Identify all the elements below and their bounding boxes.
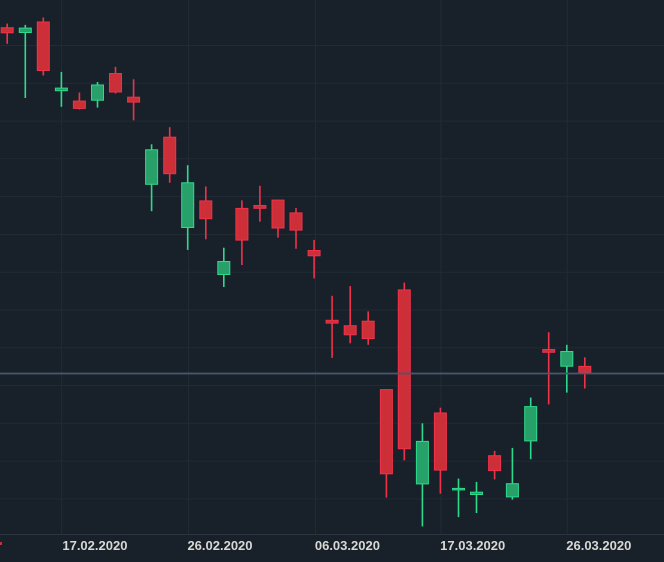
svg-text:26.03.2020: 26.03.2020: [566, 538, 631, 553]
svg-text:26.02.2020: 26.02.2020: [187, 538, 252, 553]
svg-text:17.03.2020: 17.03.2020: [440, 538, 505, 553]
svg-text:17.02.2020: 17.02.2020: [62, 538, 127, 553]
svg-text:06.03.2020: 06.03.2020: [315, 538, 380, 553]
